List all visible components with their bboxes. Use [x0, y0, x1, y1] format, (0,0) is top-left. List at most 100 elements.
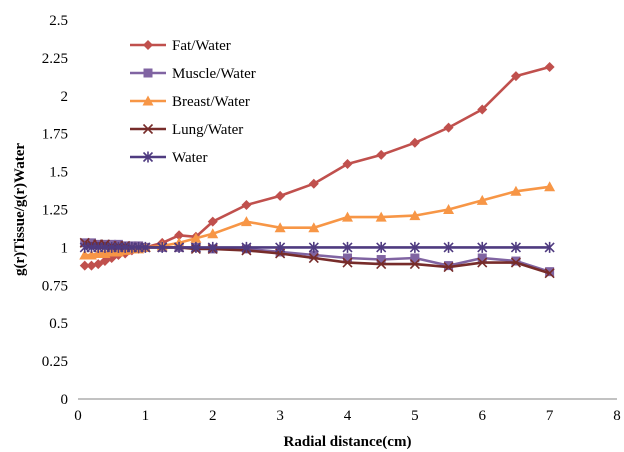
legend-marker [142, 95, 154, 106]
data-point [240, 216, 252, 227]
legend-label: Fat/Water [172, 38, 231, 54]
data-point [308, 241, 319, 253]
data-point [409, 210, 421, 221]
data-point [275, 241, 286, 253]
data-point [510, 185, 522, 196]
data-point [241, 241, 252, 253]
data-point [86, 260, 97, 271]
data-point [544, 268, 555, 279]
legend-label: Breast/Water [172, 94, 250, 110]
data-point [477, 257, 488, 268]
y-tick-label: 0 [61, 392, 69, 408]
data-point [443, 262, 454, 273]
data-point [443, 122, 454, 133]
data-point [409, 259, 420, 270]
data-point [207, 241, 218, 253]
data-point [409, 137, 420, 148]
data-point [342, 211, 353, 222]
data-point [510, 257, 522, 268]
data-point [308, 252, 319, 264]
data-point [207, 216, 218, 227]
data-point [241, 199, 252, 210]
data-point [544, 61, 555, 72]
data-point [309, 250, 319, 260]
y-tick-label: 1 [61, 240, 69, 256]
data-point [190, 241, 201, 253]
data-point [79, 260, 90, 271]
data-point [545, 267, 555, 277]
legend-label: Lung/Water [172, 122, 243, 138]
data-point [544, 241, 555, 253]
y-tick-label: 1.75 [42, 127, 68, 143]
data-point [207, 228, 219, 239]
data-point [477, 253, 487, 263]
data-point [174, 230, 185, 241]
y-tick-label: 0.5 [49, 316, 68, 332]
legend-entry: Water [130, 150, 207, 166]
y-tick-label: 2 [61, 89, 69, 105]
x-tick-label: 3 [276, 408, 284, 424]
data-point [375, 211, 387, 222]
legend-entry: Lung/Water [130, 122, 243, 138]
data-point [376, 259, 387, 270]
y-tick-label: 0.75 [42, 278, 68, 294]
y-tick-label: 0.25 [42, 354, 68, 370]
legend-label: Water [172, 150, 207, 166]
legend-marker [142, 151, 154, 163]
x-tick-label: 0 [74, 408, 82, 424]
data-point [308, 222, 320, 233]
x-tick-label: 1 [142, 408, 150, 424]
data-point [343, 253, 352, 263]
data-point [140, 241, 151, 253]
y-tick-label: 1.5 [49, 165, 68, 181]
data-point [308, 178, 319, 189]
y-axis-title: g(r)Tissue/g(r)Water [12, 143, 28, 276]
data-point [544, 181, 556, 192]
x-axis-title: Radial distance(cm) [284, 434, 412, 450]
tick-labels: 0 1 2 3 4 5 6 7 8 0 0.25 0.5 0.75 1 1.25 1.5 1.75 2 2.25 2.… [42, 13, 621, 424]
data-point [510, 71, 521, 82]
data-point [342, 257, 353, 268]
data-point [342, 241, 353, 253]
data-point [342, 159, 353, 170]
data-point [510, 241, 522, 253]
data-point [477, 104, 488, 115]
legend-marker [143, 68, 153, 78]
x-tick-label: 8 [613, 408, 621, 424]
x-tick-label: 6 [479, 408, 487, 424]
series-water [79, 241, 555, 253]
legend-marker [143, 40, 153, 50]
data-point [274, 222, 286, 233]
data-point [376, 149, 387, 160]
data-point [275, 190, 286, 201]
legend-entry: Breast/Water [130, 94, 250, 110]
series-line [84, 65, 550, 267]
data-point [376, 241, 387, 253]
y-tick-label: 1.25 [42, 203, 68, 219]
x-tick-label: 4 [344, 408, 352, 424]
legend-label: Muscle/Water [172, 66, 256, 82]
data-point [173, 241, 185, 253]
y-tick-label: 2.5 [49, 13, 68, 29]
y-tick-label: 2.25 [42, 51, 68, 67]
data-point [157, 241, 168, 253]
x-tick-label: 5 [411, 408, 419, 424]
x-tick-label: 2 [209, 408, 217, 424]
series-fat-water [79, 61, 555, 271]
legend: Fat/Water Muscle/Water Breast/Water Lung/Wa… [130, 38, 256, 166]
legend-marker [142, 123, 154, 135]
data-point [444, 261, 454, 271]
data-point [443, 241, 454, 253]
data-point [376, 255, 386, 265]
data-point [511, 256, 521, 266]
data-point [476, 194, 488, 205]
data-point [477, 241, 488, 253]
legend-entry: Fat/Water [130, 38, 231, 54]
data-point [190, 232, 202, 243]
x-tick-label: 7 [546, 408, 554, 424]
data-point [409, 241, 420, 253]
legend-entry: Muscle/Water [130, 66, 256, 82]
data-point [410, 253, 420, 263]
series-layer [79, 61, 556, 279]
